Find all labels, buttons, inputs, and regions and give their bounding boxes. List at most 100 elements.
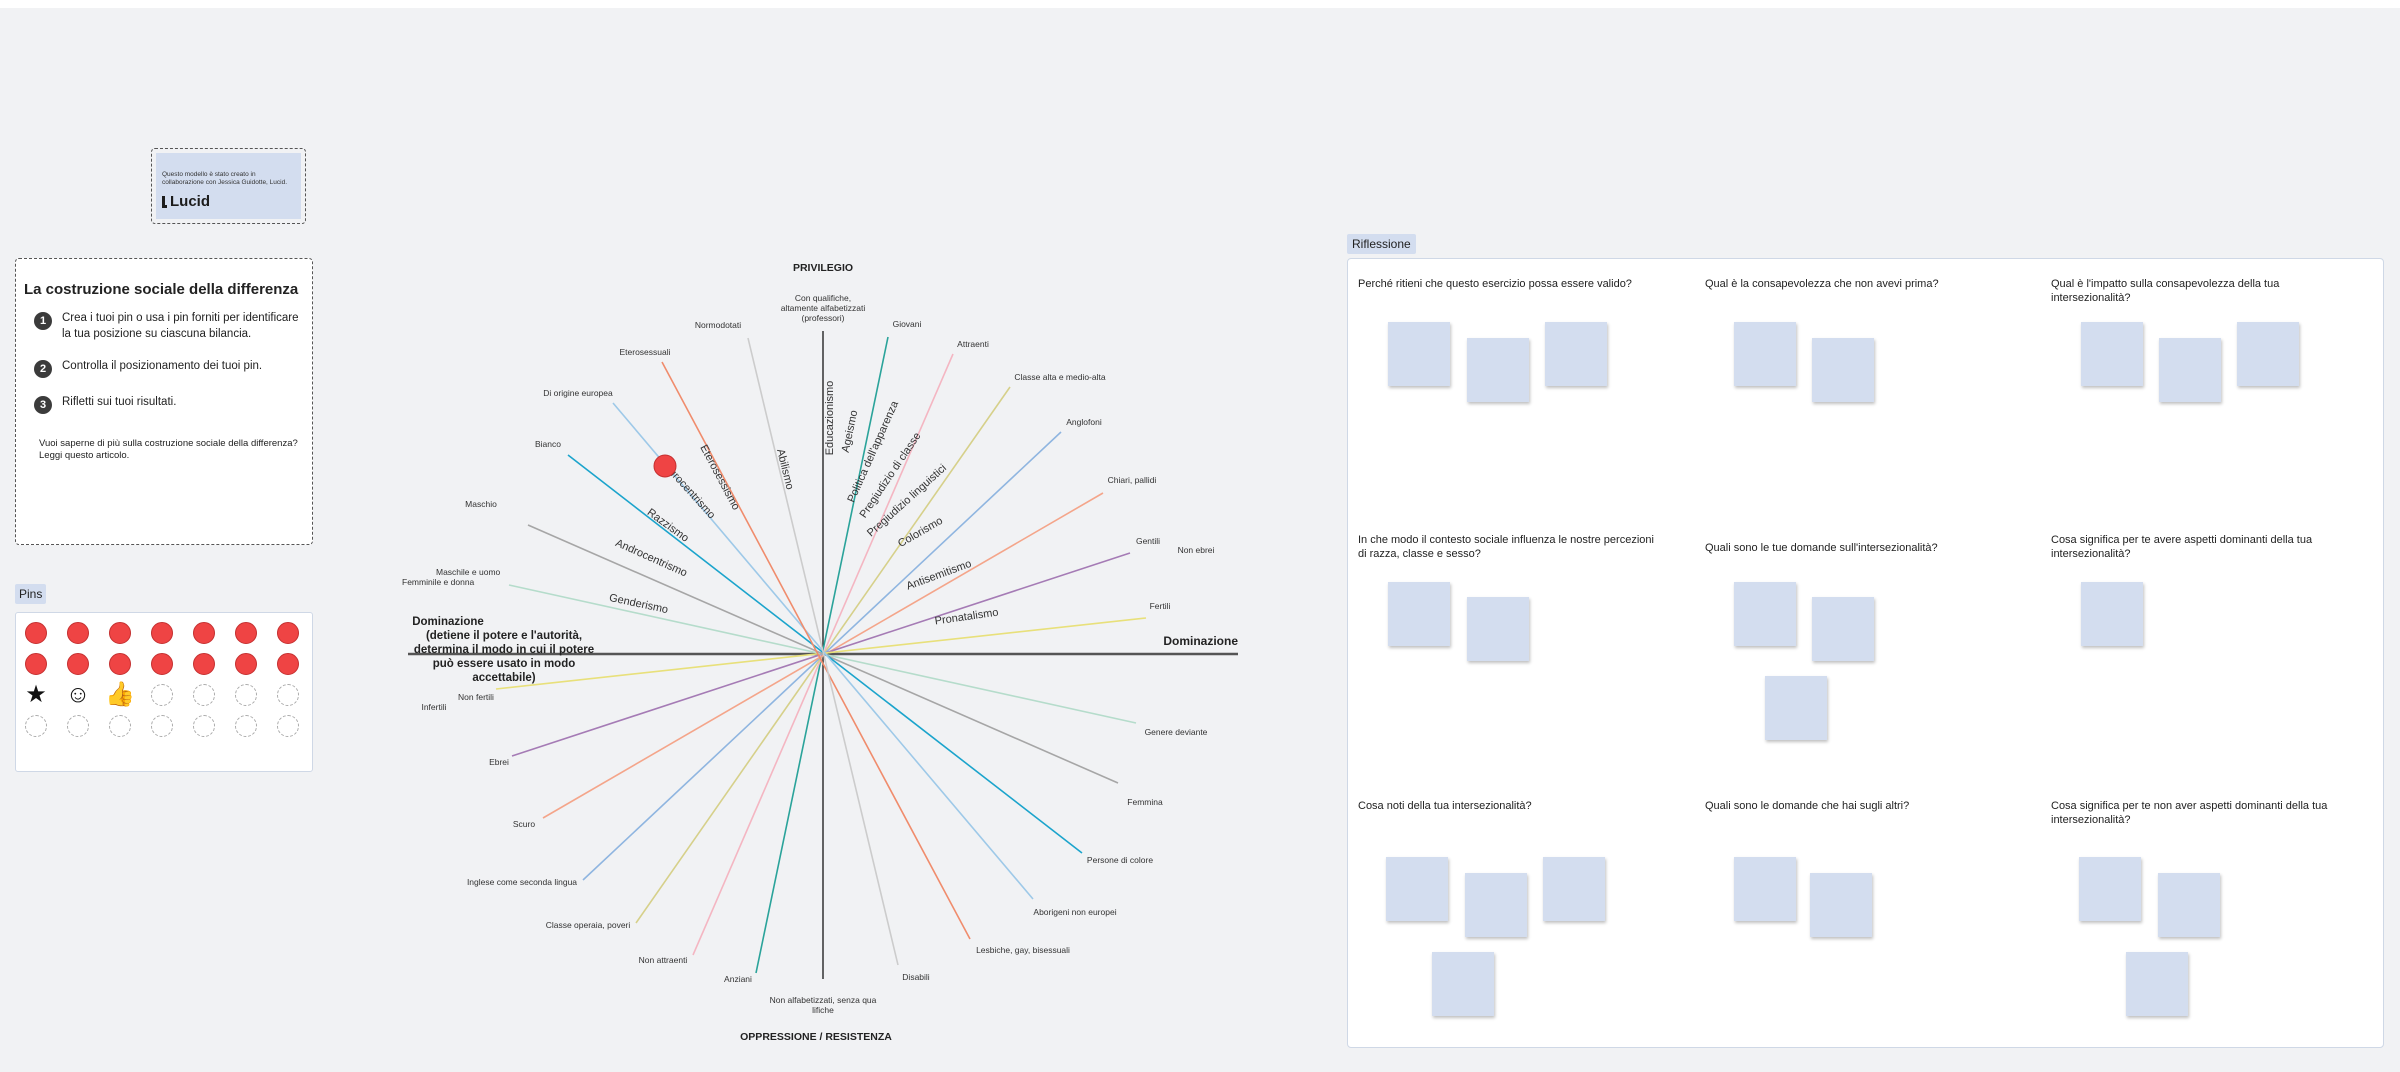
empty-pin-slot[interactable] [234,714,258,738]
empty-pin-circle [151,715,173,737]
sticky-note[interactable] [1812,597,1874,661]
sticky-note[interactable] [2237,322,2299,386]
smiley-icon: ☺ [65,681,91,708]
learn-more-link[interactable]: Vuoi saperne di più sulla costruzione so… [39,438,298,461]
red-pin[interactable] [150,652,174,676]
spoke-line [747,337,899,966]
spoke-bottom-label: Anziani [724,974,752,984]
reflection-label: Riflessione [1347,234,1416,254]
spoke-line [511,552,1131,757]
red-pin[interactable] [192,652,216,676]
sticky-note[interactable] [2081,582,2143,646]
sticky-note[interactable] [2126,952,2188,1016]
red-pin[interactable] [24,652,48,676]
spoke-top-label: Maschio [465,499,497,509]
spoke-top-label-alt: Non ebrei [1178,545,1215,555]
red-pin-dot [109,653,131,675]
sticky-note[interactable] [1734,857,1796,921]
spoke-top-label: Eterosessuali [619,347,670,357]
sticky-note[interactable] [1467,597,1529,661]
empty-pin-slot[interactable] [150,714,174,738]
empty-pin-slot[interactable] [192,683,216,707]
thumbs-up-pin[interactable]: 👍 [105,681,135,708]
red-pin[interactable] [66,652,90,676]
red-pin-dot [151,622,173,644]
red-pin-dot [25,653,47,675]
sticky-note[interactable] [1765,676,1827,740]
credit-card[interactable]: Questo modello è stato creato in collabo… [151,148,306,224]
spoke-name-label: Educazionismo [824,381,836,456]
reflection-question: Quali sono le domande che hai sugli altr… [1705,800,1910,812]
red-pin[interactable] [234,652,258,676]
reflection-question: Qual è la consapevolezza che non avevi p… [1705,278,1939,290]
step-number-badge: 3 [34,396,52,414]
spoke-line [542,492,1104,819]
spoke-name-label: Androcentrismo [614,537,689,579]
smiley-pin[interactable]: ☺ [65,681,91,708]
oppression-label: OPPRESSIONE / RESISTENZA [740,1031,892,1043]
placed-pin[interactable] [653,454,677,478]
lucid-logo-text: Lucid [170,193,210,210]
sticky-note[interactable] [1467,338,1529,402]
dominance-right-label: Dominazione [1163,634,1238,648]
red-pin[interactable] [276,621,300,645]
lucid-logo-icon [162,195,167,208]
red-pin[interactable] [276,652,300,676]
sticky-note[interactable] [1734,322,1796,386]
step-text: Rifletti sui tuoi risultati. [62,396,177,408]
star-pin[interactable]: ★ [24,683,48,707]
instructions-card[interactable]: La costruzione sociale della differenza … [15,258,313,545]
sticky-note[interactable] [1465,873,1527,937]
sticky-note[interactable] [2081,322,2143,386]
empty-pin-circle [25,715,47,737]
lucid-logo[interactable]: Lucid [162,193,295,210]
sticky-note[interactable] [2079,857,2141,921]
spoke-name-label: Pronatalismo [934,607,999,628]
red-pin[interactable] [108,621,132,645]
thumbs-up-icon: 👍 [105,681,135,708]
empty-pin-slot[interactable] [192,714,216,738]
sticky-note[interactable] [1734,582,1796,646]
privilege-label: PRIVILEGIO [793,262,853,274]
spoke-top-label: Anglofoni [1066,417,1102,427]
sticky-note[interactable] [1386,857,1448,921]
sticky-note[interactable] [2159,338,2221,402]
spoke-name-label: Razzismo [645,507,691,545]
spoke-top-label: Chiari, pallidi [1108,475,1157,485]
spoke-bottom-label: Classe operaia, poveri [546,920,631,930]
red-pin-dot [151,653,173,675]
spoke-top-label: Maschile e uomo Femminile e donna [402,567,501,587]
empty-pin-slot[interactable] [276,683,300,707]
red-pin[interactable] [234,621,258,645]
sticky-note[interactable] [1812,338,1874,402]
sticky-note[interactable] [1545,322,1607,386]
spoke-name-label: Colorismo [896,515,945,550]
sticky-note[interactable] [1432,952,1494,1016]
empty-pin-circle [277,715,299,737]
empty-pin-slot[interactable] [276,714,300,738]
red-pin-dot [277,622,299,644]
credit-text: Questo modello è stato creato in collabo… [162,171,288,186]
empty-pin-slot[interactable] [66,714,90,738]
empty-pin-slot[interactable] [234,683,258,707]
sticky-note[interactable] [1810,873,1872,937]
red-pin[interactable] [108,652,132,676]
sticky-note[interactable] [1388,582,1450,646]
red-pin[interactable] [24,621,48,645]
red-pin[interactable] [150,621,174,645]
empty-pin-slot[interactable] [24,714,48,738]
sticky-note[interactable] [2158,873,2220,937]
sticky-note[interactable] [1543,857,1605,921]
reflection-question: Cosa significa per te non aver aspetti d… [2051,800,2328,826]
reflection-question: Qual è l'impatto sulla consapevolezza de… [2051,278,2280,304]
dominance-left-label: Dominazione (detiene il potere e l'autori… [412,616,594,684]
sticky-note[interactable] [1388,322,1450,386]
red-pin-dot [25,622,47,644]
empty-pin-slot[interactable] [108,714,132,738]
spoke-top-label: Classe alta e medio-alta [1014,372,1105,382]
empty-pin-circle [235,715,257,737]
red-pin-dot [193,653,215,675]
empty-pin-slot[interactable] [150,683,174,707]
red-pin[interactable] [192,621,216,645]
red-pin[interactable] [66,621,90,645]
